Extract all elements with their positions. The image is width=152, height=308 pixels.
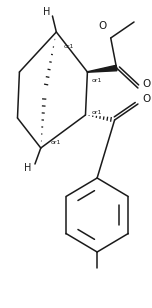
Text: or1: or1 [50,140,61,144]
Polygon shape [87,65,117,72]
Text: O: O [143,79,151,89]
Text: O: O [143,94,151,104]
Text: H: H [24,163,31,173]
Text: or1: or1 [63,43,74,48]
Text: O: O [99,21,107,31]
Text: or1: or1 [91,78,102,83]
Text: or1: or1 [91,110,102,115]
Text: H: H [43,7,50,17]
